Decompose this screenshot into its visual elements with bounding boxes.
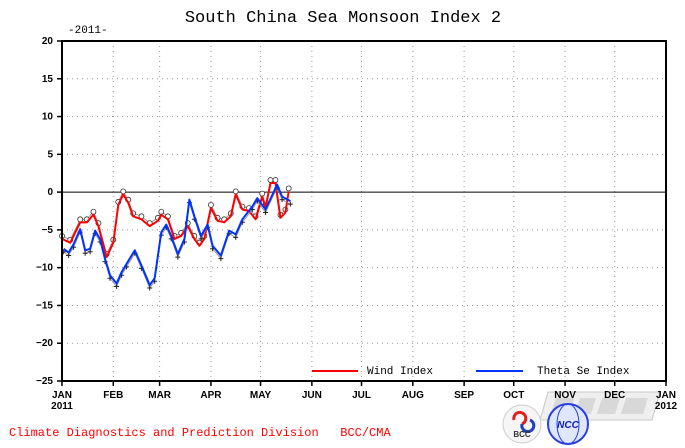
y-tick-label: 15: [42, 74, 54, 85]
theta-se-index-point: [263, 209, 269, 215]
theta-se-index-point: [82, 250, 88, 256]
wind-index-point: [208, 202, 214, 208]
wind-index-point: [267, 177, 274, 183]
legend: Wind Index Theta Se Index: [312, 366, 630, 378]
y-tick-label: 20: [42, 36, 54, 47]
svg-text:BCC: BCC: [513, 430, 531, 439]
wind-index-point: [90, 208, 97, 215]
svg-text:NCC: NCC: [557, 420, 579, 431]
wind-index-point: [158, 208, 165, 215]
chart-subtitle: -2011-: [68, 25, 108, 37]
y-tick-label: −25: [36, 376, 53, 387]
ncc-logo: NCC: [547, 403, 589, 445]
legend-label-theta: Theta Se Index: [537, 366, 630, 378]
theta-se-index-point: [175, 254, 181, 260]
footer-credit: Climate Diagnostics and Prediction Divis…: [9, 426, 391, 440]
theta-se-index-point: [147, 285, 153, 291]
series-lines: [59, 177, 293, 291]
y-tick-label: 0: [47, 187, 53, 198]
theta-se-index-point: [287, 201, 293, 207]
plot-frame: [61, 40, 667, 382]
x-tick-label: JUL: [352, 390, 371, 401]
y-tick-label: 5: [47, 149, 53, 160]
theta-se-index-point: [198, 236, 204, 242]
y-tick-label: −20: [36, 338, 53, 349]
theta-se-index-point: [66, 253, 72, 259]
y-tick-label: −5: [42, 225, 54, 236]
x-tick-label: MAR: [148, 390, 172, 401]
x-tick-label: JUN: [302, 390, 322, 401]
x-tick-year: 2012: [655, 401, 678, 412]
x-tick-label: OCT: [503, 390, 524, 401]
x-tick-label: MAY: [250, 390, 272, 401]
wind-index-point: [232, 188, 239, 195]
wind-index-point: [259, 190, 266, 197]
legend-label-wind: Wind Index: [367, 366, 433, 378]
y-tick-label: 10: [42, 112, 54, 123]
wind-index-point: [77, 216, 84, 223]
theta-se-index-line: [63, 183, 291, 287]
y-tick-label: −10: [36, 263, 53, 274]
theta-se-index-point: [279, 197, 285, 203]
x-tick-label: APR: [200, 390, 222, 401]
wind-index-point: [120, 188, 127, 195]
theta-se-index-point: [87, 249, 93, 255]
x-tick-label: FEB: [103, 390, 123, 401]
x-tick-label: JAN: [52, 390, 72, 401]
x-tick-label: NOV: [554, 390, 576, 401]
theta-se-index-point: [233, 234, 239, 240]
theta-se-index-point: [114, 284, 120, 290]
chart-title: South China Sea Monsoon Index 2: [185, 9, 501, 28]
wind-index-point: [272, 177, 279, 183]
x-tick-label: DEC: [604, 390, 625, 401]
x-tick-label: AUG: [402, 390, 424, 401]
y-axis: 20 15 10 5 0 −5 −10 −15 −20 −25: [36, 36, 62, 387]
bcc-logo: BCC: [502, 404, 542, 444]
x-tick-year: 2011: [51, 401, 73, 412]
x-tick-label: JAN: [656, 390, 676, 401]
wind-index-point: [285, 185, 292, 192]
y-tick-label: −15: [36, 300, 53, 311]
theta-se-index-point: [218, 256, 224, 262]
x-tick-label: SEP: [454, 390, 474, 401]
grid: [62, 41, 666, 381]
